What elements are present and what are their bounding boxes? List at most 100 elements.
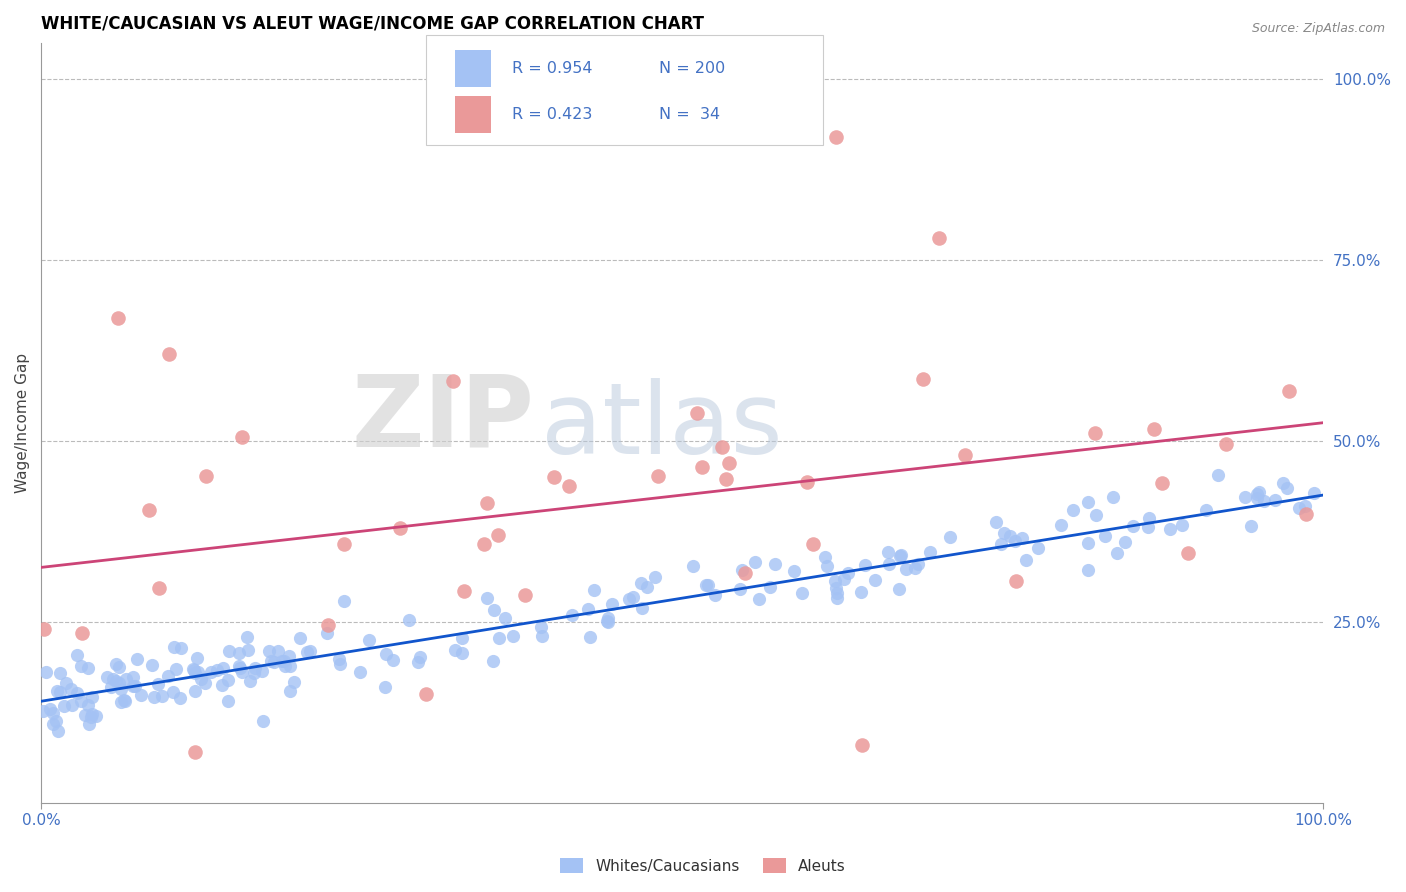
- Point: [122, 680, 145, 694]
- Point: [328, 651, 350, 665]
- Point: [297, 645, 319, 659]
- Point: [101, 673, 124, 687]
- Point: [184, 745, 207, 759]
- Point: [165, 662, 187, 676]
- Point: [333, 537, 356, 551]
- Point: [46, 723, 69, 738]
- Point: [271, 654, 294, 668]
- Point: [825, 586, 848, 600]
- Point: [290, 632, 312, 646]
- Point: [1077, 495, 1099, 509]
- Point: [477, 591, 499, 606]
- Y-axis label: Wage/Income Gap: Wage/Income Gap: [15, 352, 30, 492]
- Point: [70, 694, 93, 708]
- Point: [184, 683, 207, 698]
- Point: [1195, 503, 1218, 517]
- Point: [110, 695, 132, 709]
- Point: [359, 632, 381, 647]
- Point: [1000, 529, 1022, 543]
- Point: [1152, 476, 1174, 491]
- Point: [1294, 499, 1316, 513]
- Point: [107, 310, 129, 325]
- Point: [1004, 534, 1026, 549]
- Point: [374, 680, 396, 694]
- Point: [77, 661, 100, 675]
- Point: [1050, 517, 1073, 532]
- Point: [105, 657, 128, 671]
- Point: [1249, 485, 1271, 500]
- Point: [138, 502, 160, 516]
- Point: [211, 661, 233, 675]
- Point: [273, 654, 295, 668]
- Point: [190, 672, 212, 686]
- Point: [887, 582, 910, 596]
- Point: [415, 687, 437, 701]
- Point: [243, 660, 266, 674]
- Point: [70, 659, 93, 673]
- Point: [1275, 481, 1298, 495]
- Point: [104, 673, 127, 688]
- Point: [1246, 491, 1268, 505]
- Point: [231, 665, 253, 679]
- Point: [824, 574, 846, 589]
- Point: [115, 672, 138, 686]
- Point: [876, 545, 898, 559]
- Point: [894, 562, 917, 576]
- Point: [631, 600, 654, 615]
- Point: [1278, 384, 1301, 399]
- Point: [100, 680, 122, 694]
- Point: [41, 717, 63, 731]
- Text: N = 200: N = 200: [659, 62, 725, 76]
- Point: [630, 575, 652, 590]
- Point: [728, 582, 751, 597]
- Point: [825, 130, 848, 145]
- Point: [827, 591, 849, 605]
- Point: [80, 710, 103, 724]
- Point: [278, 684, 301, 698]
- Point: [695, 578, 717, 592]
- Point: [1240, 519, 1263, 533]
- Point: [108, 660, 131, 674]
- Point: [849, 585, 872, 599]
- Point: [543, 470, 565, 484]
- Point: [731, 563, 754, 577]
- Point: [783, 564, 806, 578]
- Point: [904, 561, 927, 575]
- Point: [49, 684, 72, 698]
- Point: [186, 650, 208, 665]
- Point: [718, 456, 741, 470]
- Point: [1014, 553, 1036, 567]
- Point: [482, 602, 505, 616]
- Point: [1122, 519, 1144, 533]
- Point: [108, 676, 131, 690]
- Point: [45, 714, 67, 729]
- Point: [636, 580, 658, 594]
- Point: [374, 647, 396, 661]
- Point: [52, 699, 75, 714]
- Point: [283, 675, 305, 690]
- Point: [252, 714, 274, 728]
- Point: [475, 496, 498, 510]
- Point: [832, 573, 855, 587]
- Point: [35, 665, 58, 679]
- Point: [890, 549, 912, 563]
- Point: [1114, 534, 1136, 549]
- Point: [583, 582, 606, 597]
- Point: [647, 469, 669, 483]
- Point: [121, 671, 143, 685]
- Point: [195, 469, 218, 483]
- Point: [274, 658, 297, 673]
- Point: [488, 631, 510, 645]
- Point: [39, 701, 62, 715]
- Point: [813, 550, 835, 565]
- Point: [143, 690, 166, 704]
- Point: [444, 643, 467, 657]
- Point: [242, 665, 264, 680]
- Point: [1159, 522, 1181, 536]
- Point: [1026, 541, 1049, 555]
- Point: [482, 654, 505, 668]
- Point: [127, 652, 149, 666]
- Point: [1084, 508, 1107, 522]
- Point: [1253, 494, 1275, 508]
- Point: [316, 625, 339, 640]
